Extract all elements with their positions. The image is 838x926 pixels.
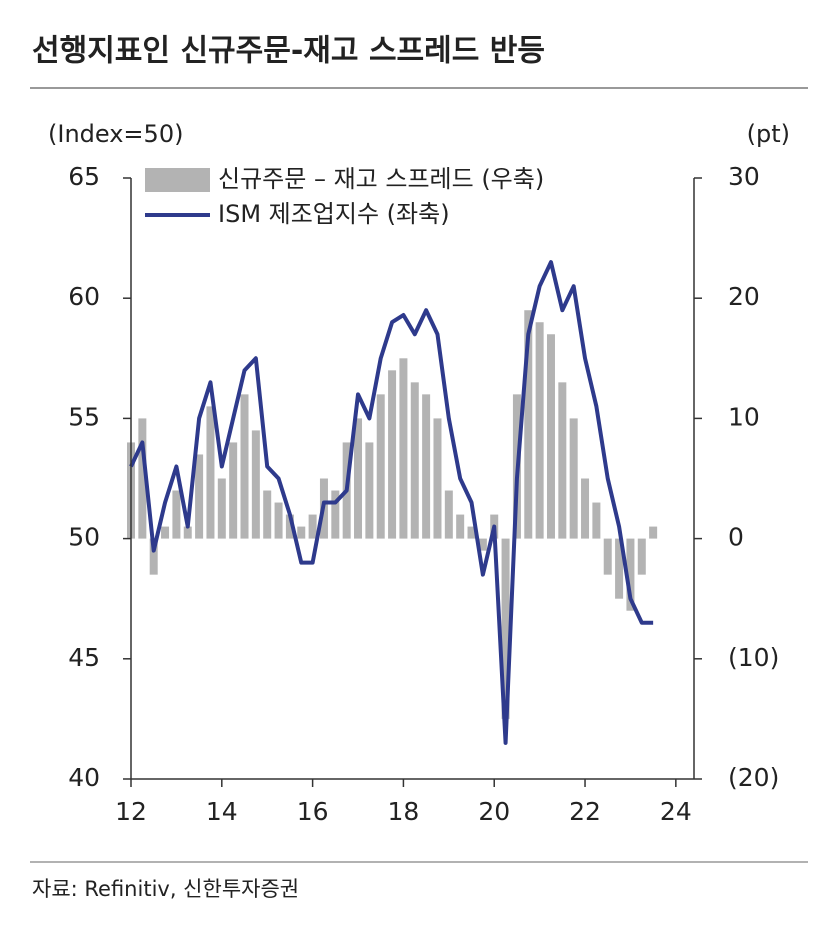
y2-tick-label: 20: [728, 282, 760, 311]
bar: [172, 490, 181, 539]
bar: [195, 454, 204, 539]
bar: [524, 310, 533, 539]
bar: [354, 418, 363, 539]
x-tick-label: 22: [569, 797, 601, 826]
bar: [444, 490, 453, 539]
y-tick-label: 50: [68, 523, 100, 552]
y2-tick-label: (10): [728, 643, 779, 672]
x-tick-label: 18: [388, 797, 420, 826]
bar: [558, 382, 567, 539]
bar: [456, 514, 465, 539]
bar: [331, 490, 340, 539]
x-tick-label: 16: [297, 797, 329, 826]
bar: [422, 394, 431, 539]
bar: [365, 442, 374, 539]
bar: [626, 538, 635, 611]
bar: [399, 358, 408, 539]
y2-tick-label: 30: [728, 162, 760, 191]
y-tick-label: 45: [68, 643, 100, 672]
bar: [592, 502, 601, 539]
bar: [161, 526, 170, 539]
x-tick-label: 24: [660, 797, 692, 826]
y-tick-label: 65: [68, 162, 100, 191]
y2-axis-label: (pt): [747, 120, 790, 148]
bar: [251, 430, 260, 539]
bar: [569, 418, 578, 539]
x-tick-label: 20: [478, 797, 510, 826]
bar: [603, 538, 612, 575]
bar: [263, 490, 272, 539]
bar: [138, 418, 147, 539]
bar: [285, 514, 294, 539]
bar: [433, 418, 442, 539]
bar: [217, 478, 226, 539]
y2-tick-label: 10: [728, 402, 760, 431]
bar: [410, 382, 419, 539]
x-tick-label: 14: [206, 797, 238, 826]
bar: [229, 442, 238, 539]
bar: [388, 370, 397, 539]
bar: [376, 394, 385, 539]
y-axis-label: (Index=50): [48, 120, 183, 148]
bar: [274, 502, 283, 539]
bar: [467, 526, 476, 539]
bar: [297, 526, 306, 539]
y-tick-label: 55: [68, 402, 100, 431]
bar: [308, 514, 317, 539]
y2-tick-label: 0: [728, 523, 744, 552]
line: [129, 260, 654, 745]
y-tick-label: 40: [68, 763, 100, 792]
bar: [637, 538, 646, 575]
bar: [478, 538, 487, 551]
legend-swatch: [145, 168, 210, 192]
y-tick-label: 60: [68, 282, 100, 311]
legend-label: ISM 제조업지수 (좌축): [218, 200, 450, 228]
bar: [206, 406, 215, 539]
y2-tick-label: (20): [728, 763, 779, 792]
chart-title: 선행지표인 신규주문-재고 스프레드 반등: [32, 34, 545, 69]
bar: [581, 478, 590, 539]
x-tick-label: 12: [115, 797, 147, 826]
bar: [615, 538, 624, 599]
bar: [240, 394, 249, 539]
bar: [501, 538, 510, 719]
bar: [149, 538, 158, 575]
source: 자료: Refinitiv, 신한투자증권: [32, 877, 299, 901]
legend-label: 신규주문 – 재고 스프레드 (우축): [218, 165, 544, 193]
bar: [649, 526, 658, 539]
bar: [183, 526, 192, 539]
bar: [546, 334, 555, 539]
bar: [535, 322, 544, 539]
